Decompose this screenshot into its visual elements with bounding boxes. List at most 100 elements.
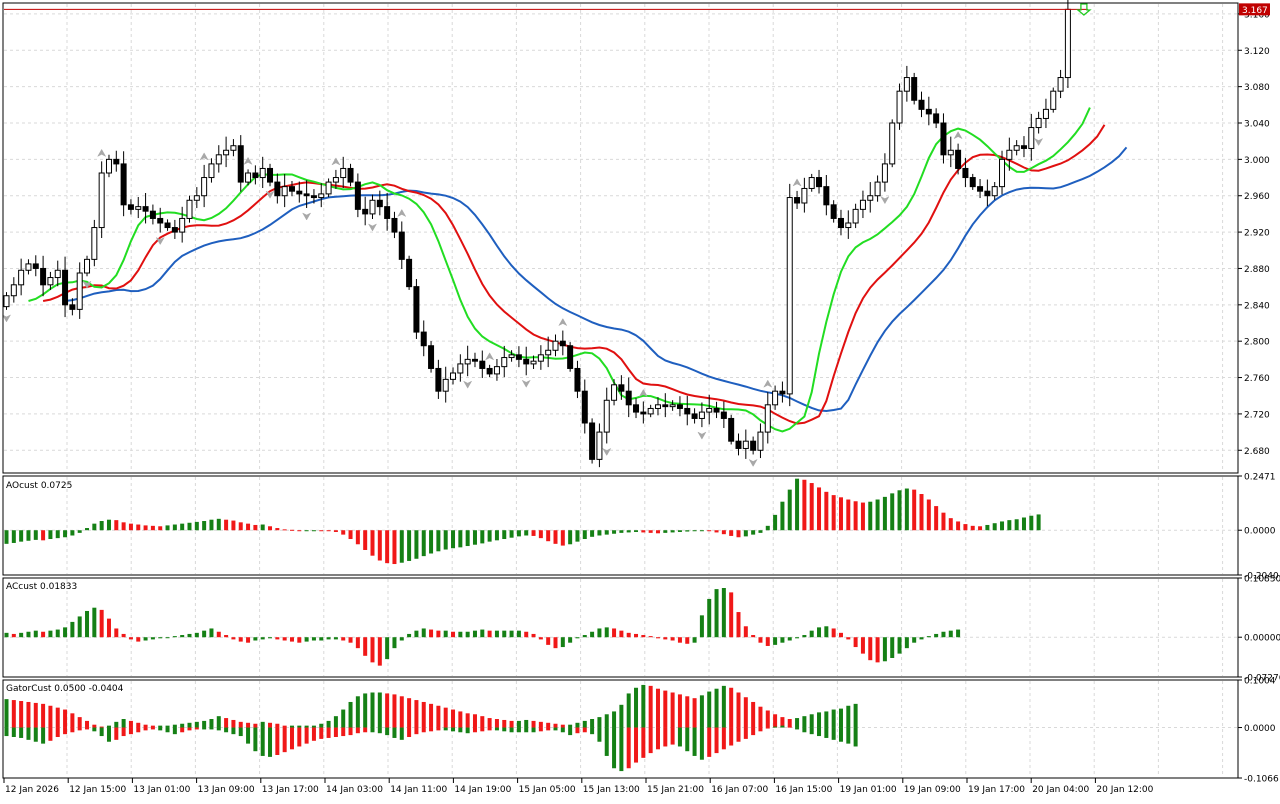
gator-upper-bar (465, 713, 470, 728)
gator-upper-bar (663, 690, 668, 728)
gator-upper-bar (399, 696, 404, 728)
ac-bar (451, 631, 456, 638)
bull-candle (545, 349, 552, 356)
bear-candle (691, 413, 698, 419)
ao-bar (224, 519, 229, 531)
gator-lower-bar (795, 727, 800, 730)
gator-upper-bar (641, 684, 646, 728)
ao-bar (436, 530, 441, 552)
ac-bar (55, 629, 60, 638)
gator-lower-bar (429, 727, 434, 732)
ao-bar (641, 530, 646, 533)
gator-upper-bar (824, 711, 829, 728)
ac-bar (363, 637, 368, 656)
bull-candle (281, 186, 288, 197)
gator-upper-bar (524, 719, 529, 728)
ao-bar (809, 483, 814, 531)
ao-bar (297, 530, 302, 532)
price-axis-label: 3.080 (1244, 83, 1270, 93)
gator-lower-bar (92, 727, 97, 732)
ao-bar (736, 530, 741, 538)
ao-bar (399, 530, 404, 563)
gator-lower-bar (824, 727, 829, 738)
gator-upper-bar (377, 692, 382, 728)
teeth-line (42, 124, 1106, 425)
ac-bar (377, 637, 382, 666)
time-axis-label: 19 Jan 01:00 (840, 785, 897, 795)
ao-bar (158, 526, 163, 531)
bull-candle (508, 354, 515, 359)
gator-upper-bar (773, 714, 778, 728)
bull-candle (230, 145, 237, 151)
ao-bar (795, 478, 800, 531)
bear-candle (940, 122, 947, 156)
fractal-down-icon (301, 212, 312, 221)
gator-upper-bar (597, 717, 602, 728)
gator-lower-bar (297, 727, 302, 747)
gator-lower-bar (531, 727, 536, 733)
ao-bar (341, 530, 346, 535)
ac-bar (817, 627, 822, 638)
ao-bar (692, 530, 697, 532)
bear-candle (237, 145, 244, 183)
ac-bar (590, 631, 595, 638)
ao-bar (260, 524, 265, 531)
bear-candle (435, 367, 442, 392)
bull-candle (501, 357, 508, 368)
gator-upper-bar (699, 695, 704, 728)
ao-bar (765, 525, 770, 531)
gator-lower-bar (55, 727, 60, 738)
gator-upper-bar (187, 722, 192, 728)
gator-lower-bar (619, 727, 624, 772)
gator-upper-bar (838, 708, 843, 728)
price-axis-label: 2.680 (1244, 447, 1270, 457)
bear-candle (515, 354, 522, 360)
ao-bar (634, 530, 639, 532)
ao-bar (172, 524, 177, 531)
ao-bar (509, 530, 514, 538)
gator-lower-bar (326, 727, 331, 738)
gator-upper-bar (743, 697, 748, 728)
ac-bar (128, 637, 133, 640)
fractal-up-icon (638, 388, 648, 398)
bear-candle (918, 99, 925, 110)
ac-bar (751, 635, 756, 638)
gator-lower-bar (458, 727, 463, 733)
gator-lower-bar (48, 727, 53, 741)
bull-candle (135, 206, 142, 210)
gator-upper-bar (275, 723, 280, 728)
gator-upper-bar (553, 723, 558, 728)
gator-upper-bar (180, 723, 185, 728)
gator-upper-bar (311, 725, 316, 728)
ac-bar (333, 637, 338, 640)
gator-lower-bar (451, 727, 456, 732)
gator-upper-bar (677, 694, 682, 728)
ac-bar (99, 609, 104, 638)
time-axis-label: 20 Jan 04:00 (1032, 785, 1089, 795)
bull-candle (193, 195, 200, 201)
ao-bar (194, 521, 199, 531)
bull-candle (54, 269, 61, 279)
bull-candle (808, 177, 815, 189)
gator-upper-bar (758, 706, 763, 728)
ao-bar (612, 530, 617, 534)
ac-axis: 0.10830 0.00000 -0.07276 (1238, 575, 1280, 684)
ac-bar (502, 630, 507, 638)
ao-bar (231, 520, 236, 531)
gator-upper-bar (92, 724, 97, 728)
ac-bar (912, 637, 917, 643)
time-axis-label: 16 Jan 07:00 (711, 785, 768, 795)
gator-lower-bar (765, 727, 770, 729)
ao-bar (494, 530, 499, 541)
bull-candle (801, 187, 808, 204)
ao-bar (392, 530, 397, 565)
bear-candle (267, 167, 274, 183)
ao-bar (919, 494, 924, 531)
time-axis-label: 19 Jan 09:00 (904, 785, 961, 795)
gator-upper-bar (216, 716, 221, 728)
bear-candle (728, 417, 735, 442)
gator-lower-bar (238, 727, 243, 737)
main-price-pane[interactable]: 3.160 3.120 3.080 3.040 3.000 2.960 2.920 2.880… (1, 0, 1271, 472)
